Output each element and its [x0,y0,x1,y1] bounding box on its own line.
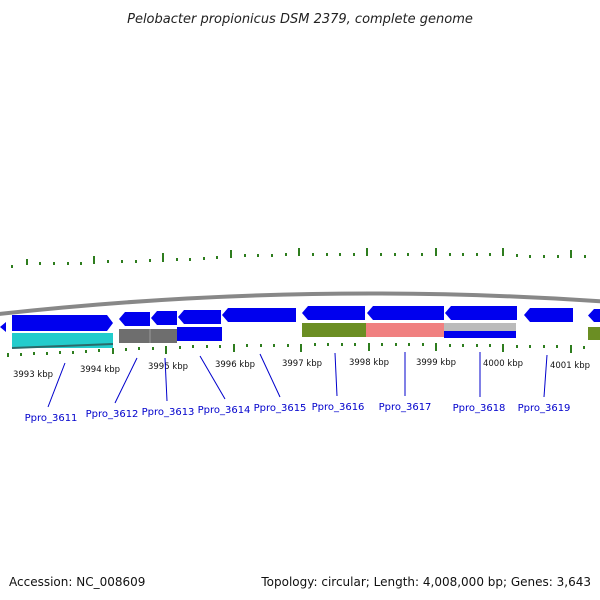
gene-arrow[interactable] [151,311,177,325]
scale-label: 4001 kbp [550,361,590,371]
scale-label: 3999 kbp [416,358,456,368]
scale-label: 4000 kbp [483,359,523,369]
gene-arrow[interactable] [302,306,365,320]
gene-arrow[interactable] [524,308,573,322]
scale-labels: 3993 kbp 3994 kbp 3995 kbp 3996 kbp 3997 kbp… [13,358,590,380]
gene-leader-line [47,362,66,408]
gc-skew-ticks [11,248,586,268]
gene-label-link[interactable]: Ppro_3618 [453,403,506,414]
feature-bar-edge [11,343,114,349]
gene-arrow[interactable] [222,308,296,322]
map-title: Pelobacter propionicus DSM 2379, complet… [127,12,473,27]
scale-label: 3994 kbp [80,365,120,375]
gene-arrow[interactable] [178,310,221,324]
gene-label-link[interactable]: Ppro_3612 [86,409,139,420]
gene-leader-line [199,355,226,400]
gene-arrow[interactable] [12,315,113,331]
scale-label: 3997 kbp [282,359,322,369]
gene-leader-line [164,357,168,402]
feature-bar-blue [177,327,222,341]
scale-label: 3993 kbp [13,370,53,380]
gene-arrow[interactable] [588,309,600,322]
gene-arrow[interactable] [445,306,517,320]
scale-ticks [7,343,585,357]
feature-bar-salmon [366,323,444,337]
feature-bar-olive [588,327,600,340]
feature-bar-olive [302,323,366,337]
gene-leader-line [543,354,548,398]
scale-label: 3996 kbp [215,360,255,370]
gene-leader-line [259,353,281,398]
gene-leader-line [334,352,338,397]
feature-bar-gray [119,329,177,343]
gene-leader-line [114,357,138,404]
feature-bar-gray-light [444,323,516,331]
gene-label-link[interactable]: Ppro_3619 [518,403,571,414]
gene-label-link[interactable]: Ppro_3617 [379,402,432,413]
gene-track [0,306,600,349]
scale-label: 3995 kbp [148,362,188,372]
feature-bar-blue [444,331,516,338]
gene-labels: Ppro_3611 Ppro_3612 Ppro_3613 Ppro_3614 Ppro… [25,352,571,424]
gene-arrow[interactable] [367,306,444,320]
gene-arrow[interactable] [0,322,6,332]
gene-label-link[interactable]: Ppro_3616 [312,402,365,413]
gene-label-link[interactable]: Ppro_3614 [198,405,251,416]
scale-label: 3998 kbp [349,358,389,368]
gene-arrow[interactable] [119,312,150,326]
gene-label-link[interactable]: Ppro_3615 [254,403,307,414]
genome-summary: Topology: circular; Length: 4,008,000 bp… [260,575,591,589]
accession-text: Accession: NC_008609 [9,575,145,589]
gene-label-link[interactable]: Ppro_3611 [25,413,78,424]
gene-label-link[interactable]: Ppro_3613 [142,407,195,418]
genome-backbone [0,291,600,316]
